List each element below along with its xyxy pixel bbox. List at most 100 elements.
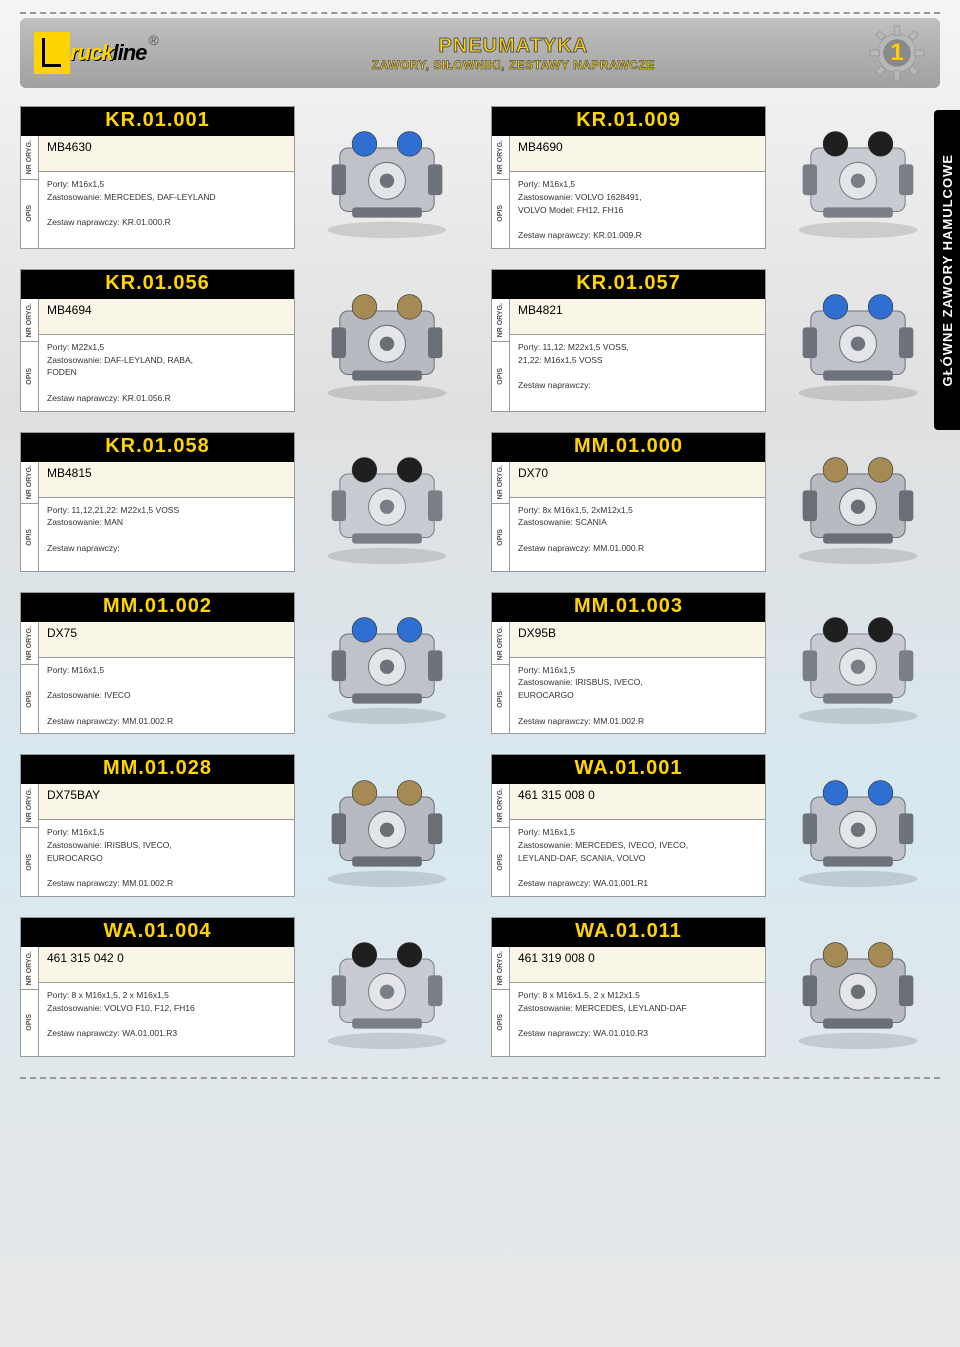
product-description: Porty: M22x1,5Zastosowanie: DAF-LEYLAND,… <box>39 335 294 411</box>
product-cell: KR.01.057NR ORYG.OPISMB4821Porty: 11,12:… <box>491 269 940 412</box>
card-body: NR ORYG.OPISMB4815Porty: 11,12,21,22: M2… <box>21 462 294 571</box>
product-card: WA.01.001NR ORYG.OPIS461 315 008 0Porty:… <box>491 754 766 897</box>
product-description: Porty: 11,12,21,22: M22x1,5 VOSSZastosow… <box>39 498 294 568</box>
label-nr-oryg: NR ORYG. <box>492 299 509 343</box>
product-description: Porty: 8 x M16x1,5, 2 x M16x1,5Zastosowa… <box>39 983 294 1053</box>
page-number-badge: 1 <box>868 24 926 82</box>
desc-line: 21,22: M16x1,5 VOSS <box>518 354 757 367</box>
desc-line: Porty: 11,12,21,22: M22x1,5 VOSS <box>47 504 286 517</box>
product-image <box>776 106 940 246</box>
label-nr-oryg: NR ORYG. <box>492 784 509 828</box>
desc-line: Zastosowanie: VOLVO 1628491, <box>518 191 757 204</box>
bottom-divider <box>20 1077 940 1079</box>
card-side-labels: NR ORYG.OPIS <box>492 299 510 411</box>
card-side-labels: NR ORYG.OPIS <box>492 136 510 248</box>
label-nr-oryg: NR ORYG. <box>492 462 509 505</box>
section-tab-label: GŁÓWNE ZAWORY HAMULCOWE <box>940 154 955 386</box>
product-sku: KR.01.057 <box>492 270 765 299</box>
desc-line: Zestaw naprawczy: KR.01.000.R <box>47 216 286 229</box>
card-side-labels: NR ORYG.OPIS <box>21 622 39 734</box>
oe-number: DX70 <box>510 462 765 498</box>
desc-line: Porty: M16x1,5 <box>47 664 286 677</box>
product-image <box>776 592 940 732</box>
product-cell: MM.01.000NR ORYG.OPISDX70 Porty: 8x M16x1… <box>491 432 940 572</box>
desc-line: Zestaw naprawczy: WA.01.010.R3 <box>518 1027 757 1040</box>
label-opis: OPIS <box>21 180 38 248</box>
desc-line: Porty: 11,12: M22x1,5 VOSS, <box>518 341 757 354</box>
card-side-labels: NR ORYG.OPIS <box>492 947 510 1056</box>
product-description: Porty: 11,12: M22x1,5 VOSS,21,22: M16x1,… <box>510 335 765 405</box>
product-image <box>305 432 469 572</box>
card-content: 461 315 042 0Porty: 8 x M16x1,5, 2 x M16… <box>39 947 294 1056</box>
desc-line <box>518 216 757 229</box>
product-image <box>776 754 940 894</box>
desc-line: Zestaw naprawczy: MM.01.000.R <box>518 542 757 555</box>
label-opis: OPIS <box>492 342 509 410</box>
desc-line: Porty: M16x1,5 <box>518 664 757 677</box>
desc-line: Porty: 8 x M16x1,5, 2 x M16x1,5 <box>47 989 286 1002</box>
oe-number: DX95B <box>510 622 765 658</box>
card-content: 461 315 008 0Porty: M16x1,5Zastosowanie:… <box>510 784 765 896</box>
desc-line: EUROCARGO <box>518 689 757 702</box>
desc-line: Zastosowanie: VOLVO F10, F12, FH16 <box>47 1002 286 1015</box>
desc-line: Zestaw naprawczy: <box>47 542 286 555</box>
product-image <box>305 917 469 1057</box>
product-cell: MM.01.028NR ORYG.OPISDX75BAYPorty: M16x1… <box>20 754 469 897</box>
product-card: MM.01.000NR ORYG.OPISDX70 Porty: 8x M16x1… <box>491 432 766 572</box>
oe-number: MB4694 <box>39 299 294 335</box>
card-content: DX75BAYPorty: M16x1,5Zastosowanie: IRISB… <box>39 784 294 896</box>
label-opis: OPIS <box>492 504 509 570</box>
desc-line: Zastosowanie: IRISBUS, IVECO, <box>47 839 286 852</box>
oe-number: MB4815 <box>39 462 294 498</box>
card-body: NR ORYG.OPIS461 315 008 0Porty: M16x1,5Z… <box>492 784 765 896</box>
product-sku: MM.01.003 <box>492 593 765 622</box>
desc-line: Porty: 8x M16x1,5, 2xM12x1,5 <box>518 504 757 517</box>
desc-line: Zastosowanie: SCANIA <box>518 516 757 529</box>
top-divider <box>20 12 940 14</box>
label-opis: OPIS <box>21 990 38 1056</box>
desc-line: Zestaw naprawczy: MM.01.002.R <box>518 715 757 728</box>
product-sku: MM.01.000 <box>492 433 765 462</box>
oe-number: MB4690 <box>510 136 765 172</box>
desc-line: Zastosowanie: IVECO <box>47 689 286 702</box>
card-side-labels: NR ORYG.OPIS <box>492 622 510 734</box>
card-content: MB4821Porty: 11,12: M22x1,5 VOSS,21,22: … <box>510 299 765 411</box>
product-row: MM.01.002NR ORYG.OPISDX75Porty: M16x1,5 … <box>20 592 940 735</box>
desc-line <box>518 529 757 542</box>
product-cell: WA.01.001NR ORYG.OPIS461 315 008 0Porty:… <box>491 754 940 897</box>
product-card: WA.01.004NR ORYG.OPIS461 315 042 0Porty:… <box>20 917 295 1057</box>
oe-number: 461 315 008 0 <box>510 784 765 820</box>
desc-line: LEYLAND-DAF, SCANIA, VOLVO <box>518 852 757 865</box>
product-card: MM.01.028NR ORYG.OPISDX75BAYPorty: M16x1… <box>20 754 295 897</box>
product-row: KR.01.058NR ORYG.OPISMB4815Porty: 11,12,… <box>20 432 940 572</box>
product-row: KR.01.056NR ORYG.OPISMB4694Porty: M22x1,… <box>20 269 940 412</box>
desc-line <box>47 379 286 392</box>
desc-line <box>47 676 286 689</box>
product-sku: MM.01.028 <box>21 755 294 784</box>
product-description: Porty: M16x1,5Zastosowanie: VOLVO 162849… <box>510 172 765 248</box>
card-content: MB4815Porty: 11,12,21,22: M22x1,5 VOSSZa… <box>39 462 294 571</box>
product-cell: WA.01.011NR ORYG.OPIS461 319 008 0Porty:… <box>491 917 940 1057</box>
desc-line: Porty: M16x1,5 <box>47 178 286 191</box>
product-image <box>305 269 469 409</box>
desc-line: Zastosowanie: MAN <box>47 516 286 529</box>
desc-line <box>518 366 757 379</box>
product-cell: KR.01.058NR ORYG.OPISMB4815Porty: 11,12,… <box>20 432 469 572</box>
desc-line: Porty: M22x1,5 <box>47 341 286 354</box>
product-sku: WA.01.011 <box>492 918 765 947</box>
page-number: 1 <box>890 39 903 67</box>
label-nr-oryg: NR ORYG. <box>21 622 38 666</box>
card-body: NR ORYG.OPISMB4690Porty: M16x1,5Zastosow… <box>492 136 765 248</box>
desc-line: Porty: M16x1,5 <box>47 826 286 839</box>
page-header: ruckline ® PNEUMATYKA ZAWORY, SIŁOWNIKI,… <box>20 18 940 88</box>
desc-line: Zestaw naprawczy: WA.01.001.R3 <box>47 1027 286 1040</box>
desc-line: Zestaw naprawczy: MM.01.002.R <box>47 715 286 728</box>
card-body: NR ORYG.OPISDX70 Porty: 8x M16x1,5, 2xM12… <box>492 462 765 571</box>
oe-number: 461 319 008 0 <box>510 947 765 983</box>
product-row: MM.01.028NR ORYG.OPISDX75BAYPorty: M16x1… <box>20 754 940 897</box>
product-card: WA.01.011NR ORYG.OPIS461 319 008 0Porty:… <box>491 917 766 1057</box>
card-side-labels: NR ORYG.OPIS <box>492 462 510 571</box>
oe-number: MB4630 <box>39 136 294 172</box>
product-description: Porty: M16x1,5 Zastosowanie: IVECO Zesta… <box>39 658 294 734</box>
label-nr-oryg: NR ORYG. <box>492 947 509 990</box>
